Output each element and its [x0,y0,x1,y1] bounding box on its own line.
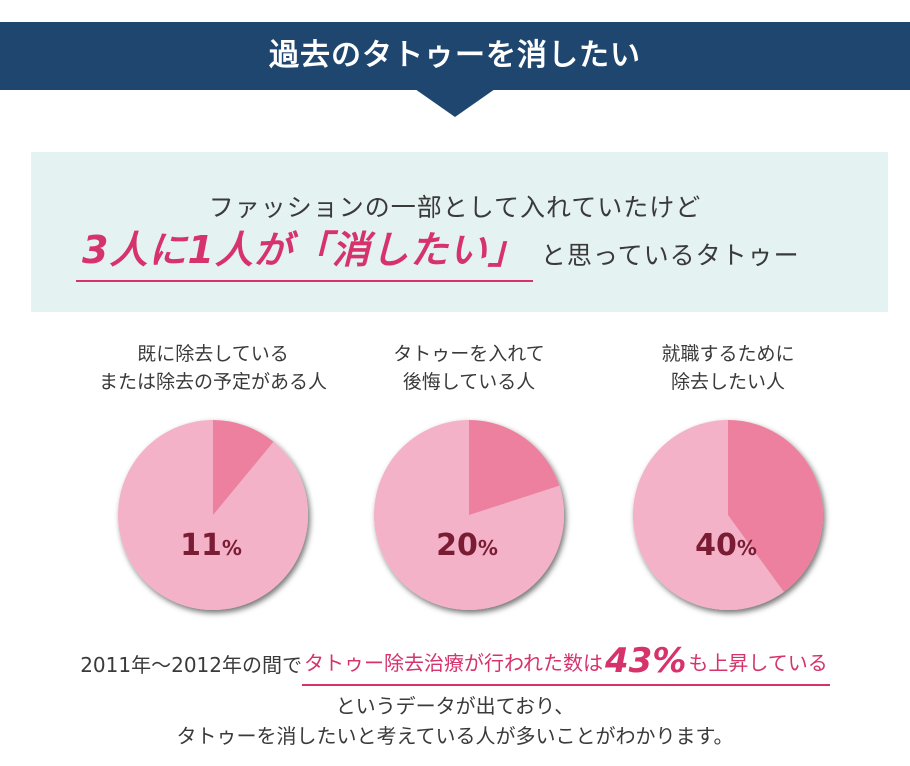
footer-highlight-suffix: も上昇している [688,651,828,675]
pie-1-slice-2 [118,420,309,610]
pie-2-slice-1 [469,420,560,515]
pie-title-3-line-2: 除去したい人 [670,371,785,393]
pie-title-3-line-1: 就職するために [661,343,795,365]
pie-chart-2: 20% [374,420,564,610]
pie-title-1: 既に除去している または除去の予定がある人 [73,340,353,396]
pie-title-1-line-1: 既に除去している [137,343,289,365]
pie-2-slice-2 [374,420,564,610]
footer-line-3: タトゥーを消したいと考えている人が多いことがわかります。 [176,724,734,748]
pie-title-2-line-1: タトゥーを入れて [393,343,545,365]
footer-line-2: というデータが出ており、 [335,694,575,718]
header-banner [0,22,910,90]
footer-highlight-number: 43% [605,641,687,681]
pie-chart-1: 11% [118,420,309,610]
page-title: 過去のタトゥーを消したい [269,38,641,73]
callout-highlight: 3人に1人が「消したい」 [76,219,533,282]
footer-prefix: 2011年～2012年の間で [80,653,302,677]
pie-title-2-line-2: 後悔している人 [402,371,536,393]
pie-1-slice-1 [213,420,274,515]
pie-title-3: 就職するために 除去したい人 [588,340,868,396]
callout-headline: 3人に1人が「消したい」 と思っているタトゥー [76,222,800,282]
pie-chart-3: 40% [633,420,823,610]
pie-3-slice-1 [728,420,823,592]
pie-1-value-label: 11% [180,528,242,563]
footer-statement: 2011年～2012年の間で タトゥー除去治療が行われた数は 43% も上昇して… [10,640,900,686]
pie-title-1-line-2: または除去の予定がある人 [98,371,327,393]
callout-after: と思っているタトゥー [540,241,800,270]
pie-title-2: タトゥーを入れて 後悔している人 [329,340,609,396]
footer-highlight-text: タトゥー除去治療が行われた数は [304,651,603,675]
callout-intro: ファッションの一部として入れていたけど [208,193,702,222]
callout-box [31,152,888,312]
pie-2-value-label: 20% [436,528,498,563]
pie-3-value-label: 40% [695,528,757,563]
pie-3-slice-2 [633,420,784,610]
header-arrow [415,89,495,117]
footer-highlight: タトゥー除去治療が行われた数は 43% も上昇している [302,644,830,686]
